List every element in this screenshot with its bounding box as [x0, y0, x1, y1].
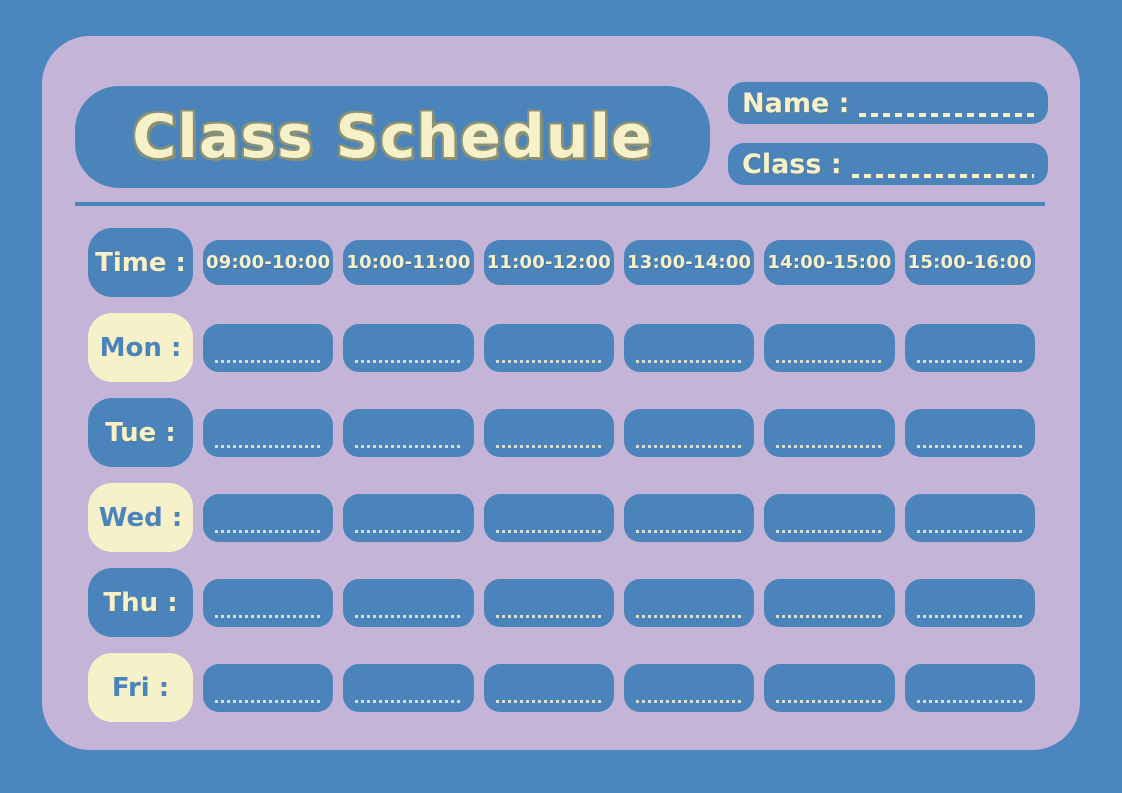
cell-mon-2 [483, 323, 614, 372]
cell-tue-2 [483, 408, 614, 457]
cell-thu-1 [343, 578, 474, 627]
class-field: Class : [728, 143, 1048, 185]
schedule-card: Class Schedule Name : Class : Time :09:0… [42, 36, 1080, 750]
time-slot-3: 13:00-14:00 [623, 240, 755, 285]
cell-wed-2 [483, 493, 614, 542]
time-row: Time :09:00-10:00 10:00-11:00 11:00-12:00 1… [88, 228, 1035, 297]
cell-tue-5 [904, 408, 1035, 457]
cell-thu-2 [483, 578, 614, 627]
schedule-grid: Time :09:00-10:00 10:00-11:00 11:00-12:00 1… [88, 228, 1035, 738]
name-field: Name : [728, 82, 1048, 124]
header-divider [75, 202, 1045, 206]
cell-thu-4 [764, 578, 895, 627]
day-label-mon: Mon : [88, 313, 193, 382]
day-label-wed: Wed : [88, 483, 193, 552]
cell-tue-4 [764, 408, 895, 457]
cell-mon-5 [904, 323, 1035, 372]
cell-fri-4 [764, 663, 895, 712]
cell-fri-5 [904, 663, 1035, 712]
name-label: Name : [742, 87, 850, 119]
cell-mon-4 [764, 323, 895, 372]
day-label-thu: Thu : [88, 568, 193, 637]
time-slot-1: 10:00-11:00 [343, 240, 474, 285]
cell-fri-1 [343, 663, 474, 712]
time-slot-2: 11:00-12:00 [483, 240, 614, 285]
day-label-fri: Fri : [88, 653, 193, 722]
title-box: Class Schedule [75, 86, 710, 188]
cell-mon-1 [343, 323, 474, 372]
class-label: Class : [742, 148, 842, 180]
cell-fri-2 [483, 663, 614, 712]
cell-wed-1 [343, 493, 474, 542]
class-blank-line [851, 174, 1034, 178]
day-row-tue: Tue : [88, 398, 1035, 467]
day-row-wed: Wed : [88, 483, 1035, 552]
page-title: Class Schedule [132, 102, 653, 172]
cell-mon-0 [203, 323, 334, 372]
cell-tue-1 [343, 408, 474, 457]
cell-tue-3 [623, 408, 755, 457]
cell-wed-3 [623, 493, 755, 542]
cell-tue-0 [203, 408, 334, 457]
day-row-fri: Fri : [88, 653, 1035, 722]
time-slot-5: 15:00-16:00 [904, 240, 1035, 285]
name-blank-line [859, 113, 1034, 117]
day-row-mon: Mon : [88, 313, 1035, 382]
day-row-thu: Thu : [88, 568, 1035, 637]
cell-mon-3 [623, 323, 755, 372]
cell-thu-5 [904, 578, 1035, 627]
cell-wed-4 [764, 493, 895, 542]
time-header-label: Time : [88, 228, 193, 297]
day-label-tue: Tue : [88, 398, 193, 467]
cell-wed-5 [904, 493, 1035, 542]
cell-thu-3 [623, 578, 755, 627]
time-slot-0: 09:00-10:00 [203, 240, 334, 285]
cell-wed-0 [203, 493, 334, 542]
cell-fri-0 [203, 663, 334, 712]
time-slot-4: 14:00-15:00 [764, 240, 895, 285]
cell-fri-3 [623, 663, 755, 712]
cell-thu-0 [203, 578, 334, 627]
